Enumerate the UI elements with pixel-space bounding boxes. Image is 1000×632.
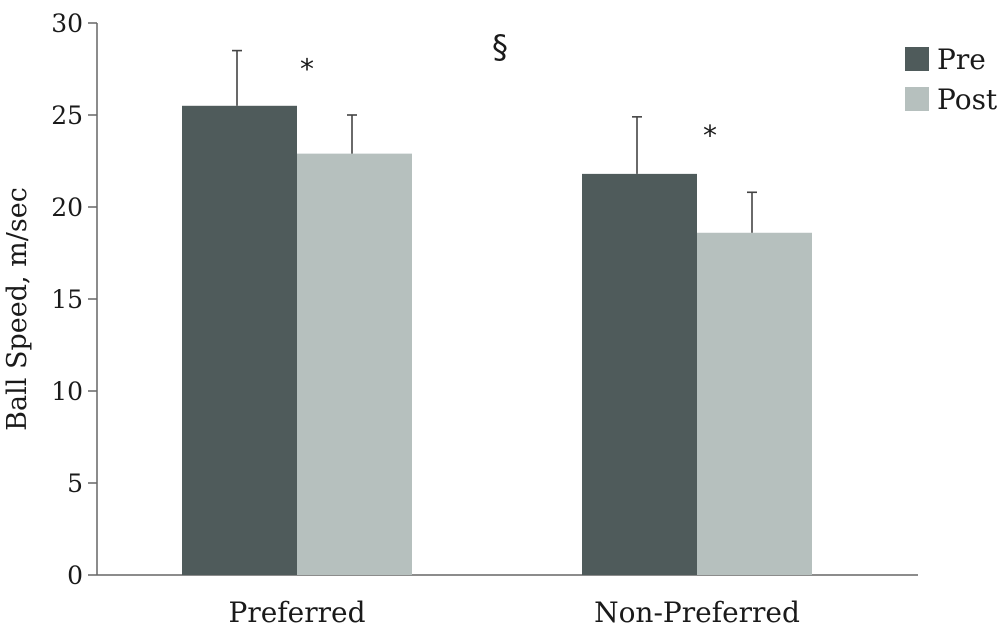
legend-swatch-pre [905,47,929,71]
x-axis: Preferred Non-Preferred [97,574,918,629]
bar-post-non-preferred [697,232,812,575]
y-tick-label-10: 10 [51,377,83,406]
section-mark: § [492,28,508,66]
significance-star-0: * [300,53,314,86]
y-tick-label-25: 25 [51,101,83,130]
x-category-label-0: Preferred [229,596,366,629]
y-tick-label-20: 20 [51,193,83,222]
y-axis: 0 5 10 15 20 25 30 [51,9,98,590]
bar-pre-non-preferred [582,173,697,575]
bar-pre-preferred [182,105,297,576]
significance-star-1: * [703,119,717,152]
legend-label-post: Post [937,83,998,116]
bar-post-preferred [297,153,412,575]
legend-swatch-post [905,87,929,111]
annotations: * * § [300,28,717,152]
y-tick-label-30: 30 [51,9,83,38]
y-tick-label-15: 15 [51,285,83,314]
legend-label-pre: Pre [937,43,986,76]
y-axis-title: Ball Speed, m/sec [2,187,33,431]
legend: Pre Post [905,43,998,116]
y-tick-label-0: 0 [67,561,83,590]
x-category-label-1: Non-Preferred [594,596,800,629]
bars [182,105,812,576]
error-bars [232,49,757,233]
y-tick-label-5: 5 [67,469,83,498]
